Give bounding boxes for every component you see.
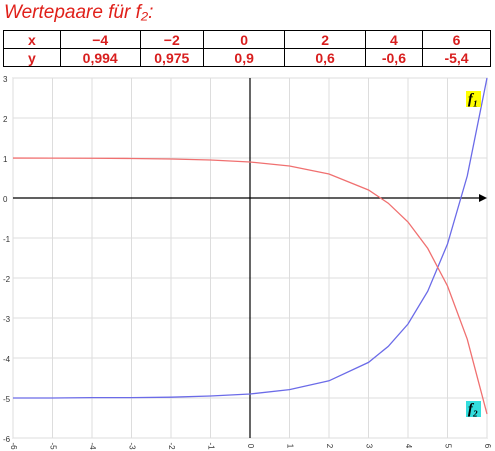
x-tick-label: 1 xyxy=(285,444,294,449)
series-line xyxy=(12,157,488,415)
table-cell: -5,4 xyxy=(422,48,491,67)
x-tick-label: 6 xyxy=(483,444,492,449)
table-row: y 0,994 0,975 0,9 0,6 -0,6 -5,4 xyxy=(3,48,491,67)
y-tick-label: -1 xyxy=(3,235,11,244)
x-tick-label: 2 xyxy=(325,444,334,449)
table-row: x −4 −2 0 2 4 6 xyxy=(3,30,491,49)
table-cell: y xyxy=(3,48,61,67)
y-tick-label: -5 xyxy=(3,395,11,404)
table-cell: −4 xyxy=(59,30,141,49)
x-axis-arrow xyxy=(479,194,487,202)
value-table: x −4 −2 0 2 4 6 y 0,994 0,975 0,9 0,6 -0,6 -5,4 xyxy=(3,30,491,67)
table-cell: −2 xyxy=(139,30,204,49)
table-cell: 4 xyxy=(364,30,424,49)
x-tick-label: -6 xyxy=(9,442,18,450)
y-tick-label: -4 xyxy=(3,355,11,364)
table-cell: 2 xyxy=(284,30,366,49)
table-cell: 0 xyxy=(202,30,286,49)
table-cell: 0,975 xyxy=(139,48,204,67)
table-cell: 6 xyxy=(422,30,491,49)
y-tick-label: 3 xyxy=(3,75,8,84)
y-tick-label: -2 xyxy=(3,275,11,284)
series-label-bg xyxy=(466,91,481,107)
chart: -6 -5 -4 -3 -2 -1 0 1 2 3 -6 -5 -4 -3 -2 -1 0 1 2 3 4 5 6 f₁ f₂ xyxy=(3,75,492,450)
title: Wertepaare für f₂: xyxy=(4,2,154,23)
x-tick-label: -5 xyxy=(48,442,57,450)
y-tick-label: -6 xyxy=(3,435,11,444)
series-label-bg xyxy=(466,401,481,417)
series-label: f₂ xyxy=(468,401,478,417)
y-tick-label: -3 xyxy=(3,315,11,324)
table-cell: 0,9 xyxy=(202,48,286,67)
table-cell: x xyxy=(3,30,61,49)
x-tick-label: -4 xyxy=(88,442,97,450)
x-tick-label: 3 xyxy=(364,444,373,449)
y-tick-label: 2 xyxy=(3,115,8,124)
x-tick-label: 5 xyxy=(443,444,452,449)
table-cell: -0,6 xyxy=(364,48,424,67)
y-tick-label: 1 xyxy=(3,155,8,164)
x-tick-label: 4 xyxy=(404,444,413,449)
x-tick-label: -3 xyxy=(127,442,136,450)
table-cell: 0,994 xyxy=(59,48,141,67)
x-tick-label: 0 xyxy=(246,444,255,449)
y-tick-label: 0 xyxy=(3,195,8,204)
x-tick-label: -2 xyxy=(167,442,176,450)
series-label: f₁ xyxy=(468,91,478,107)
table-cell: 0,6 xyxy=(284,48,366,67)
x-tick-label: -1 xyxy=(206,442,215,450)
